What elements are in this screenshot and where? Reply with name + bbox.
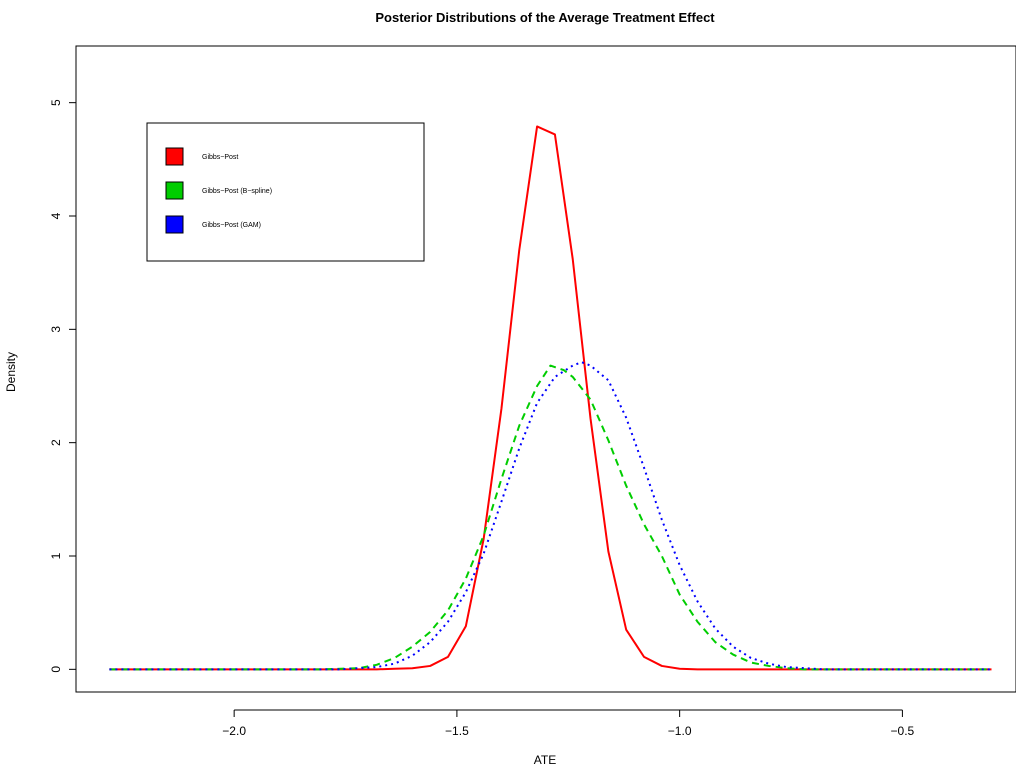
series-line-2: [109, 361, 992, 671]
y-tick-label: 2: [49, 439, 63, 446]
legend-label: Gibbs−Post (B−spline): [202, 188, 272, 195]
legend: Gibbs−Post Gibbs−Post (B−spline) Gibbs−Pos…: [146, 122, 425, 262]
y-axis-label: Density: [4, 352, 18, 392]
x-axis-label: ATE: [534, 753, 556, 767]
legend-swatch: [165, 147, 184, 166]
legend-label: Gibbs−Post: [202, 154, 238, 161]
chart-title: Posterior Distributions of the Average T…: [375, 10, 715, 25]
x-tick-label: −2.0: [222, 724, 246, 738]
series-line-0: [109, 125, 992, 671]
legend-swatch: [165, 215, 184, 234]
y-tick-label: 0: [49, 666, 63, 673]
y-tick-label: 5: [49, 99, 63, 106]
x-tick-label: −0.5: [891, 724, 915, 738]
y-tick-label: 1: [49, 552, 63, 559]
series-line-1: [109, 364, 992, 671]
legend-swatch: [165, 181, 184, 200]
y-tick-label: 3: [49, 326, 63, 333]
legend-label: Gibbs−Post (GAM): [202, 222, 261, 229]
x-tick-label: −1.5: [445, 724, 469, 738]
x-tick-label: −1.0: [668, 724, 692, 738]
y-axis: 0 1 2 3 4 5: [49, 99, 77, 673]
legend-box: [146, 122, 425, 262]
y-tick-label: 4: [49, 212, 63, 219]
series-layer: [109, 125, 992, 671]
x-axis: −2.0 −1.5 −1.0 −0.5: [222, 709, 915, 738]
